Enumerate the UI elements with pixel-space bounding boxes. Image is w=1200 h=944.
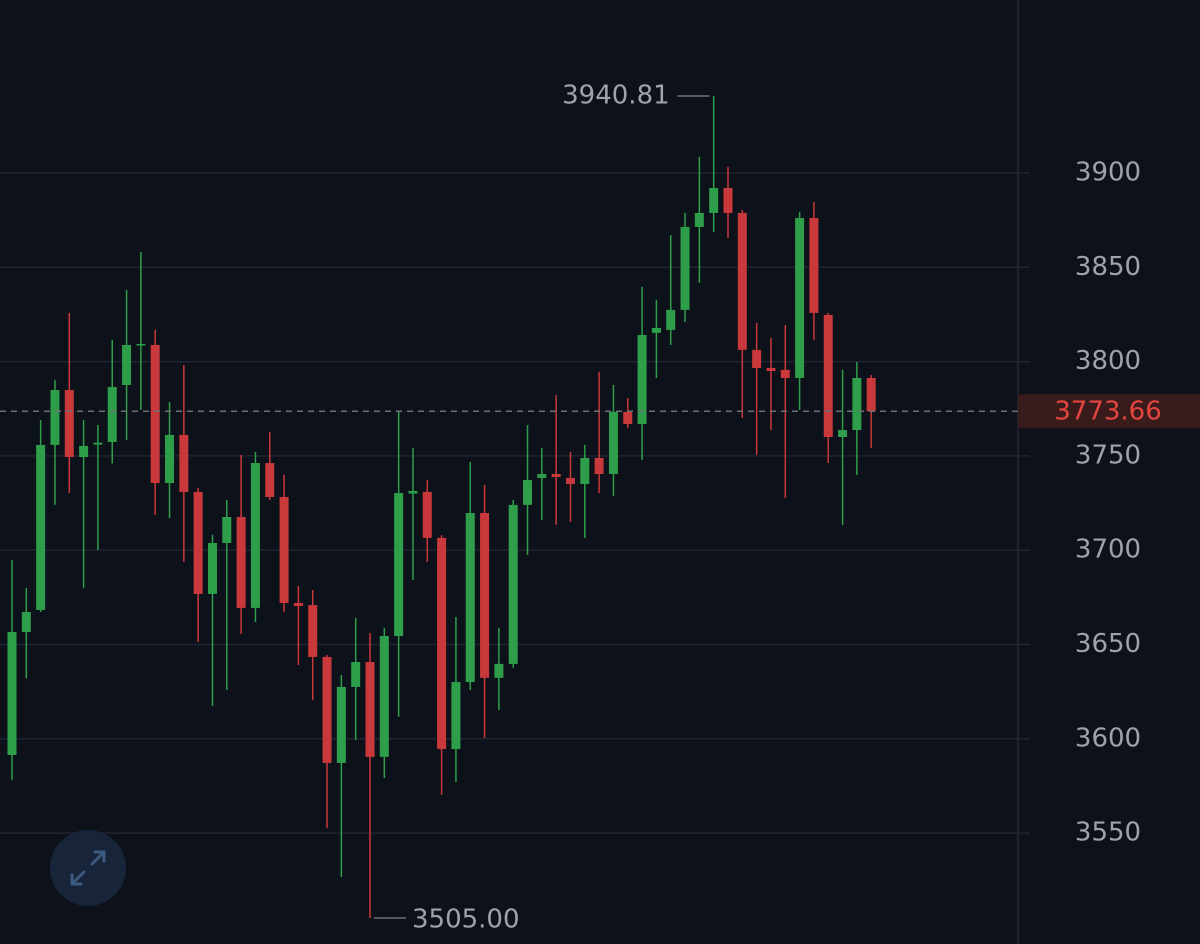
candle-body bbox=[322, 656, 332, 763]
candle-body bbox=[694, 212, 704, 227]
high-label: 3940.81 bbox=[562, 80, 670, 110]
candle-body bbox=[480, 513, 490, 678]
candle-body bbox=[608, 411, 618, 474]
candle-body bbox=[422, 491, 432, 538]
y-tick-label: 3550 bbox=[1075, 818, 1141, 848]
last-price-box bbox=[1018, 394, 1200, 429]
candle-body bbox=[150, 344, 160, 484]
candle-body bbox=[308, 605, 318, 657]
fullscreen-button[interactable] bbox=[50, 830, 126, 906]
y-tick-label: 3700 bbox=[1075, 535, 1141, 565]
candle-body bbox=[7, 632, 17, 756]
candle-body bbox=[79, 445, 89, 458]
candle-body bbox=[107, 387, 117, 442]
candle-body bbox=[122, 344, 132, 385]
last-price-label: 3773.66 bbox=[1054, 397, 1162, 427]
candle-body bbox=[809, 218, 819, 313]
fullscreen-circle[interactable] bbox=[50, 830, 126, 906]
y-tick-label: 3900 bbox=[1075, 157, 1141, 187]
candle-body bbox=[580, 457, 590, 484]
candle-body bbox=[637, 334, 647, 424]
candle-body bbox=[823, 314, 833, 438]
candle-body bbox=[165, 434, 175, 484]
candle-body bbox=[780, 369, 790, 378]
candle-body bbox=[365, 662, 375, 757]
candle-body bbox=[537, 473, 547, 478]
candle-body bbox=[523, 480, 533, 505]
candle-body bbox=[193, 491, 203, 594]
candle-body bbox=[437, 537, 447, 749]
candle-body bbox=[680, 226, 690, 310]
low-label: 3505.00 bbox=[412, 904, 520, 934]
candle-body bbox=[64, 390, 74, 458]
candle-body bbox=[737, 212, 747, 350]
y-tick-label: 3600 bbox=[1075, 723, 1141, 753]
candle-body bbox=[93, 442, 103, 445]
candle-body bbox=[351, 662, 361, 687]
candle-body bbox=[279, 496, 289, 603]
candle-body bbox=[594, 457, 604, 474]
candle-body bbox=[623, 411, 633, 424]
candle-body bbox=[666, 309, 676, 330]
candle-body bbox=[795, 218, 805, 378]
candle-body bbox=[551, 473, 561, 477]
y-tick-label: 3650 bbox=[1075, 629, 1141, 659]
candle-body bbox=[236, 516, 246, 608]
candle-body bbox=[651, 327, 661, 333]
candle-body bbox=[866, 377, 876, 412]
candle-body bbox=[336, 686, 346, 763]
candle-body bbox=[465, 513, 475, 683]
candle-body bbox=[50, 390, 60, 445]
candle-body bbox=[451, 682, 461, 749]
candle-body bbox=[265, 463, 275, 497]
candle-body bbox=[394, 493, 404, 636]
candle-body bbox=[494, 663, 504, 678]
candle-body bbox=[222, 516, 232, 544]
y-tick-label: 3800 bbox=[1075, 346, 1141, 376]
y-tick-label: 3850 bbox=[1075, 252, 1141, 282]
y-tick-label: 3750 bbox=[1075, 440, 1141, 470]
candle-body bbox=[21, 612, 31, 633]
candle-body bbox=[565, 477, 575, 484]
candle-body bbox=[36, 444, 46, 610]
candle-body bbox=[723, 188, 733, 213]
candle-body bbox=[752, 349, 762, 368]
candle-body bbox=[293, 602, 303, 607]
candle-body bbox=[179, 434, 189, 492]
candle-body bbox=[508, 504, 518, 664]
candle-body bbox=[250, 463, 260, 608]
candle-body bbox=[766, 367, 776, 371]
candle-body bbox=[838, 430, 848, 438]
candle-body bbox=[379, 635, 389, 757]
candle-body bbox=[136, 344, 146, 346]
fullscreen-icon[interactable] bbox=[70, 850, 106, 886]
candle-body bbox=[852, 377, 862, 431]
candle-body bbox=[207, 543, 217, 594]
candle-body bbox=[709, 188, 719, 213]
candle-body bbox=[408, 490, 418, 494]
